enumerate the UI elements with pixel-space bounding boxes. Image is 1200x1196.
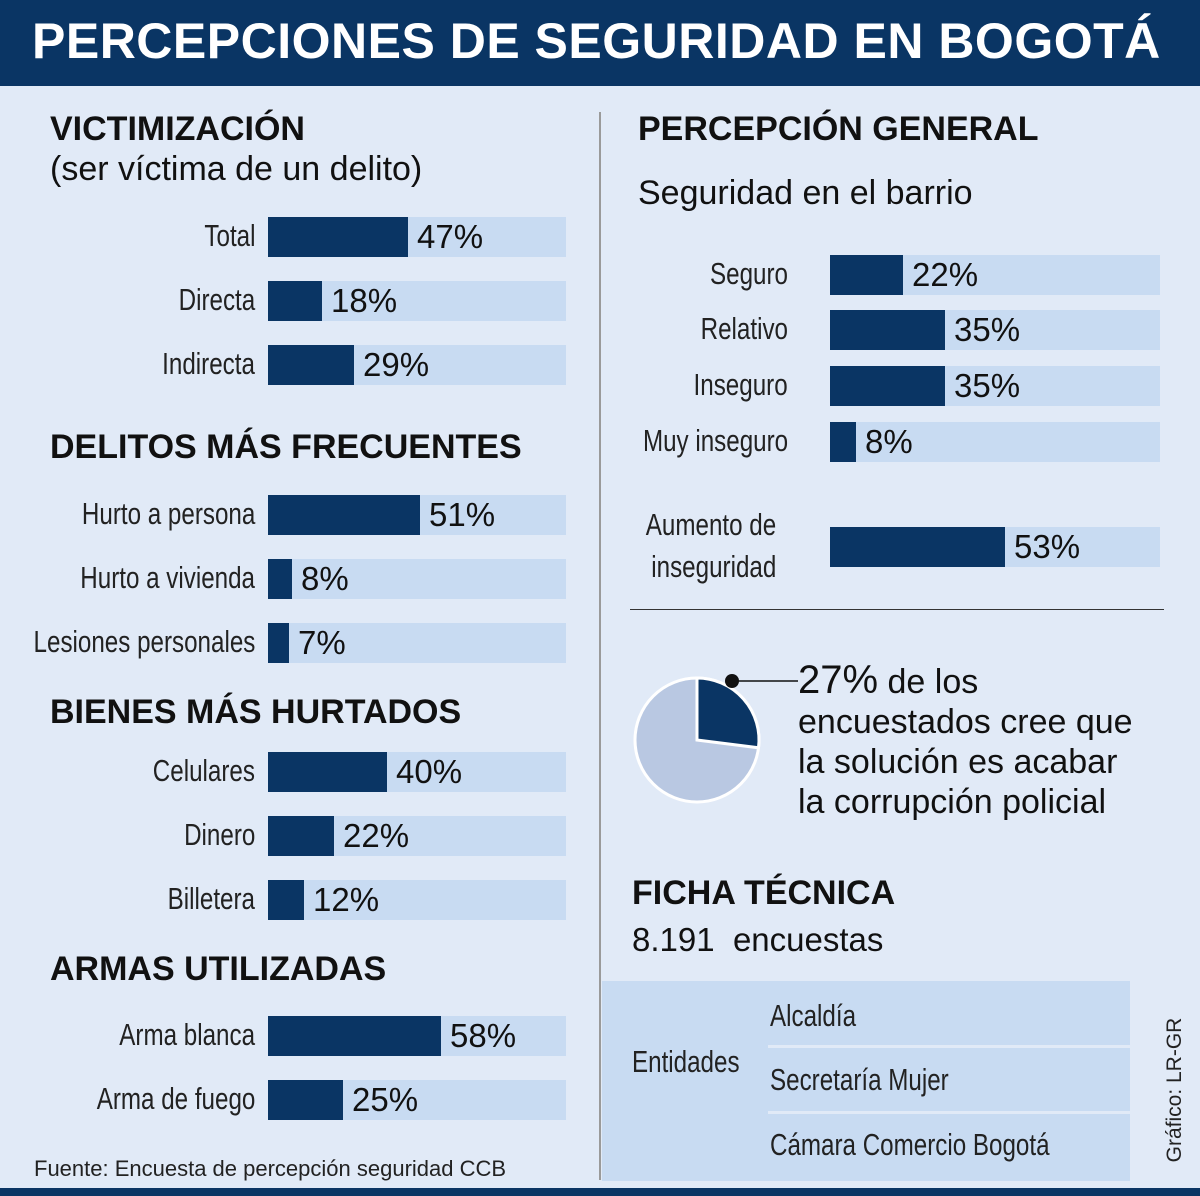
bar-value: 22% — [912, 256, 979, 293]
bar-value: 25% — [352, 1081, 419, 1118]
bar — [268, 1016, 441, 1056]
bar-track — [830, 422, 1160, 462]
bar-value: 35% — [954, 367, 1021, 404]
bar-label: Arma blanca — [119, 1017, 255, 1052]
bar — [268, 880, 304, 920]
bar — [268, 752, 387, 792]
callout-line-4: la corrupción policial — [798, 783, 1107, 821]
ficha-title: FICHA TÉCNICA — [632, 874, 896, 912]
bar-value: 22% — [343, 817, 410, 854]
bar — [268, 623, 289, 663]
bar-value: 8% — [301, 560, 349, 597]
bar-value: 47% — [417, 218, 484, 255]
bar — [830, 422, 856, 462]
bar-label: Inseguro — [693, 367, 788, 402]
source-note: Fuente: Encuesta de percepción seguridad… — [34, 1156, 507, 1181]
bar-value: 35% — [954, 311, 1021, 348]
bar-label: Dinero — [183, 817, 255, 852]
entities-box — [602, 981, 1130, 1181]
chart-subtitle: Seguridad en el barrio — [638, 174, 973, 212]
ficha-count: 8.191 — [632, 921, 715, 958]
graphic-credit: Gráfico: LR-GR — [1163, 1017, 1186, 1163]
pie-callout-text: 27% de los encuestados cree que la soluc… — [798, 660, 1178, 822]
entities-separator — [768, 1045, 1130, 1048]
bar-label: inseguridad — [650, 549, 776, 584]
bar-value: 12% — [313, 881, 380, 918]
bar-label: Aumento de — [645, 507, 776, 542]
entity-item: Secretaría Mujer — [770, 1062, 949, 1097]
bar — [268, 1080, 343, 1120]
bar — [830, 255, 903, 295]
chart-title: BIENES MÁS HURTADOS — [50, 693, 462, 731]
bar-track — [268, 559, 566, 599]
bar-label: Directa — [178, 282, 255, 317]
bar-label: Billetera — [167, 881, 255, 916]
bar-label: Relativo — [700, 311, 788, 346]
bar-label: Celulares — [152, 753, 255, 788]
header-banner: PERCEPCIONES DE SEGURIDAD EN BOGOTÁ — [0, 0, 1200, 86]
chart-title: DELITOS MÁS FRECUENTES — [50, 428, 522, 466]
bar-label: Muy inseguro — [642, 423, 788, 458]
bar — [268, 281, 322, 321]
pie-slice-highlight — [695, 676, 761, 750]
bar-label: Hurto a vivienda — [80, 560, 255, 595]
entity-item: Cámara Comercio Bogotá — [770, 1127, 1050, 1162]
ficha-count-line: 8.191 encuestas — [632, 921, 883, 959]
bar-label: Total — [203, 218, 255, 253]
bar-label: Lesiones personales — [33, 624, 255, 659]
bar-value: 18% — [331, 282, 398, 319]
callout-line-2: encuestados cree que — [798, 703, 1133, 741]
callout-line-1: de los — [887, 663, 979, 701]
bar-value: 8% — [865, 423, 913, 460]
bar — [830, 527, 1005, 567]
bar-value: 58% — [450, 1017, 517, 1054]
bar-value: 40% — [396, 753, 463, 790]
chart-title: PERCEPCIÓN GENERAL — [638, 110, 1039, 148]
bar — [268, 217, 408, 257]
bar — [268, 345, 354, 385]
ficha-count-label: encuestas — [732, 921, 884, 958]
bar-label: Indirecta — [162, 346, 255, 381]
bar-track — [268, 623, 566, 663]
entities-label: Entidades — [632, 1044, 740, 1079]
callout-value: 27% — [798, 658, 879, 702]
bar — [830, 310, 945, 350]
chart-subtitle: (ser víctima de un delito) — [50, 150, 423, 188]
bar-value: 51% — [429, 496, 496, 533]
bar-value: 29% — [363, 346, 430, 383]
bar-track — [268, 880, 566, 920]
bar-value: 7% — [298, 624, 346, 661]
bar-label: Seguro — [710, 256, 788, 291]
pie-chart — [633, 674, 798, 804]
vertical-divider — [599, 112, 601, 1180]
bar-label: Arma de fuego — [96, 1081, 255, 1116]
callout-dot — [725, 674, 739, 688]
entity-item: Alcaldía — [770, 998, 857, 1033]
bottom-rule — [0, 1188, 1200, 1196]
bar — [830, 366, 945, 406]
entities-separator — [768, 1111, 1130, 1114]
bar — [268, 495, 420, 535]
page-title: PERCEPCIONES DE SEGURIDAD EN BOGOTÁ — [32, 13, 1161, 69]
bar-value: 53% — [1014, 528, 1081, 565]
callout-line-3: la solución es acabar — [798, 743, 1118, 781]
bar — [268, 816, 334, 856]
bar — [268, 559, 292, 599]
horizontal-divider — [630, 609, 1164, 610]
chart-title: ARMAS UTILIZADAS — [50, 950, 387, 988]
bar-label: Hurto a persona — [81, 496, 255, 531]
chart-title: VICTIMIZACIÓN — [50, 110, 305, 148]
